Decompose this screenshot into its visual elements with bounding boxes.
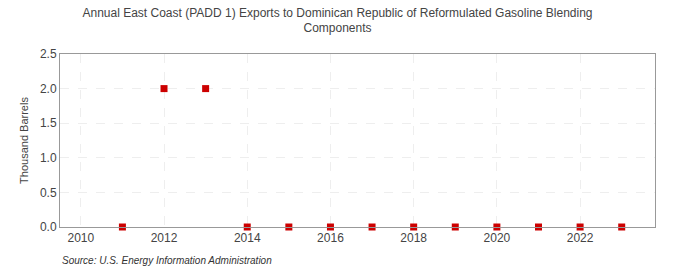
- svg-text:2014: 2014: [234, 231, 261, 245]
- svg-text:1.5: 1.5: [40, 116, 57, 130]
- svg-text:0.5: 0.5: [40, 186, 57, 200]
- svg-text:2010: 2010: [67, 231, 94, 245]
- svg-text:2016: 2016: [317, 231, 344, 245]
- svg-text:2.5: 2.5: [40, 47, 57, 61]
- svg-text:1.0: 1.0: [40, 151, 57, 165]
- svg-text:0.0: 0.0: [40, 220, 57, 234]
- svg-text:2020: 2020: [484, 231, 511, 245]
- svg-text:Source: U.S. Energy Informatio: Source: U.S. Energy Information Administ…: [62, 255, 272, 266]
- svg-text:Annual East Coast (PADD 1) Exp: Annual East Coast (PADD 1) Exports to Do…: [82, 6, 592, 36]
- svg-text:2012: 2012: [151, 231, 178, 245]
- svg-text:2.0: 2.0: [40, 82, 57, 96]
- svg-text:2018: 2018: [400, 231, 427, 245]
- svg-text:Thousand Barrels: Thousand Barrels: [18, 97, 30, 184]
- svg-text:2022: 2022: [567, 231, 594, 245]
